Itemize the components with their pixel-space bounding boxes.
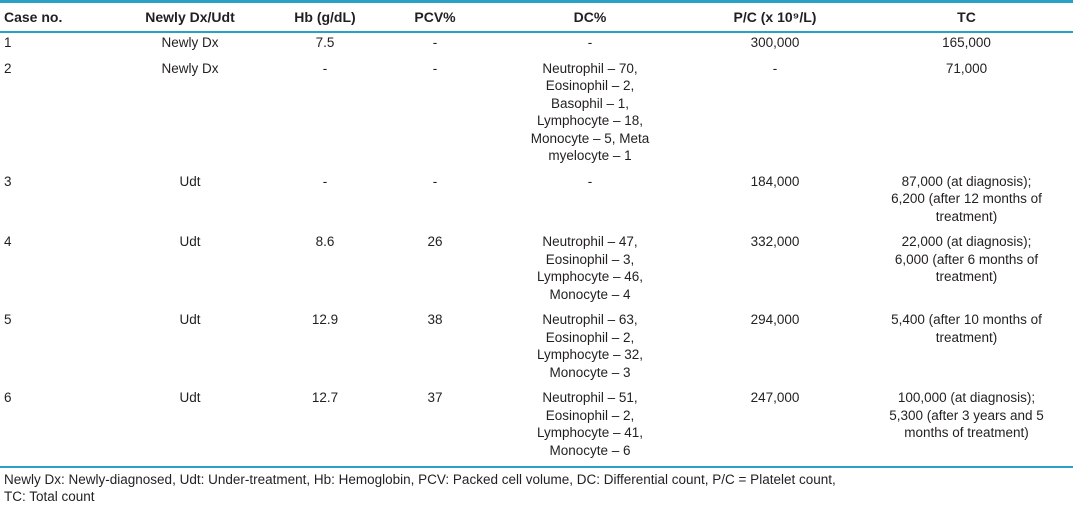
- cell-dc: Neutrophil – 47, Eosinophil – 3, Lymphoc…: [536, 234, 644, 302]
- cell-platelet-count: 332,000: [750, 234, 800, 249]
- col-header-total-count: TC: [860, 1, 1073, 33]
- cell-pcv: -: [432, 35, 438, 50]
- footnote-line-2: TC: Total count: [4, 488, 95, 504]
- cell-case-no: 6: [4, 390, 12, 405]
- col-header-dx-status: Newly Dx/Udt: [110, 1, 270, 33]
- cell-platelet-count: 247,000: [750, 390, 800, 405]
- cell-hb: 12.7: [311, 390, 339, 405]
- col-header-hb: Hb (g/dL): [270, 1, 380, 33]
- cases-data-table: Case no. Newly Dx/Udt Hb (g/dL) PCV% DC%…: [0, 0, 1073, 468]
- footnote-line-1: Newly Dx: Newly-diagnosed, Udt: Under-tr…: [4, 472, 836, 487]
- cell-hb: -: [322, 173, 328, 189]
- cell-dx-status: Udt: [179, 390, 201, 405]
- cell-dc: -: [587, 173, 593, 189]
- table-row: 4 Udt 8.6 26 Neutrophil – 47, Eosinophil…: [0, 232, 1073, 310]
- cell-hb: 12.9: [311, 312, 339, 327]
- cell-dc: Neutrophil – 63, Eosinophil – 2, Lymphoc…: [536, 312, 644, 380]
- cell-hb: 8.6: [315, 234, 335, 249]
- cell-platelet-count: 300,000: [750, 35, 800, 50]
- cell-pcv: 26: [427, 234, 443, 249]
- table-row: 1 Newly Dx 7.5 - - 300,000 165,000: [0, 32, 1073, 59]
- cell-platelet-count: 184,000: [750, 173, 800, 189]
- cell-total-count: 22,000 (at diagnosis); 6,000 (after 6 mo…: [894, 234, 1039, 284]
- cell-pcv: 37: [427, 390, 443, 405]
- cell-dx-status: Udt: [179, 312, 201, 327]
- cell-dc: Neutrophil – 51, Eosinophil – 2, Lymphoc…: [536, 390, 644, 458]
- table-header-row: Case no. Newly Dx/Udt Hb (g/dL) PCV% DC%…: [0, 1, 1073, 33]
- table-row: 2 Newly Dx - - Neutrophil – 70, Eosinoph…: [0, 59, 1073, 172]
- cell-case-no: 1: [4, 35, 12, 50]
- table-row: 3 Udt - - - 184,000 87,000 (at diagnosis…: [0, 172, 1073, 233]
- cell-case-no: 4: [4, 234, 12, 249]
- table-row: 5 Udt 12.9 38 Neutrophil – 63, Eosinophi…: [0, 310, 1073, 388]
- cell-pcv: 38: [427, 312, 443, 327]
- cell-hb: -: [322, 60, 328, 76]
- col-header-pcv: PCV%: [380, 1, 490, 33]
- cell-dx-status: Newly Dx: [161, 60, 219, 76]
- cell-total-count: 5,400 (after 10 months of treatment): [891, 312, 1042, 345]
- cell-case-no: 3: [4, 173, 12, 189]
- cell-case-no: 2: [4, 60, 12, 76]
- cell-total-count: 100,000 (at diagnosis); 5,300 (after 3 y…: [889, 390, 1044, 440]
- cell-platelet-count: 294,000: [750, 312, 800, 327]
- cell-pcv: -: [432, 173, 438, 189]
- cell-dx-status: Udt: [179, 173, 201, 189]
- cell-dx-status: Newly Dx: [161, 35, 219, 50]
- col-header-case-no: Case no.: [0, 1, 110, 33]
- cell-dc: -: [587, 35, 593, 50]
- col-header-dc: DC%: [490, 1, 690, 33]
- cell-total-count: 165,000: [942, 35, 991, 50]
- cell-hb: 7.5: [315, 35, 335, 50]
- cell-total-count: 71,000: [945, 60, 988, 76]
- table-footnote: Newly Dx: Newly-diagnosed, Udt: Under-tr…: [0, 468, 1073, 505]
- cell-total-count: 87,000 (at diagnosis); 6,200 (after 12 m…: [891, 173, 1042, 224]
- table-row: 6 Udt 12.7 37 Neutrophil – 51, Eosinophi…: [0, 388, 1073, 467]
- cell-case-no: 5: [4, 312, 12, 327]
- cell-pcv: -: [432, 60, 438, 76]
- cell-platelet-count: -: [772, 60, 778, 76]
- col-header-platelet-count: P/C (x 10⁹/L): [690, 1, 860, 33]
- cell-dx-status: Udt: [179, 234, 201, 249]
- cell-dc: Neutrophil – 70, Eosinophil – 2, Basophi…: [530, 60, 650, 164]
